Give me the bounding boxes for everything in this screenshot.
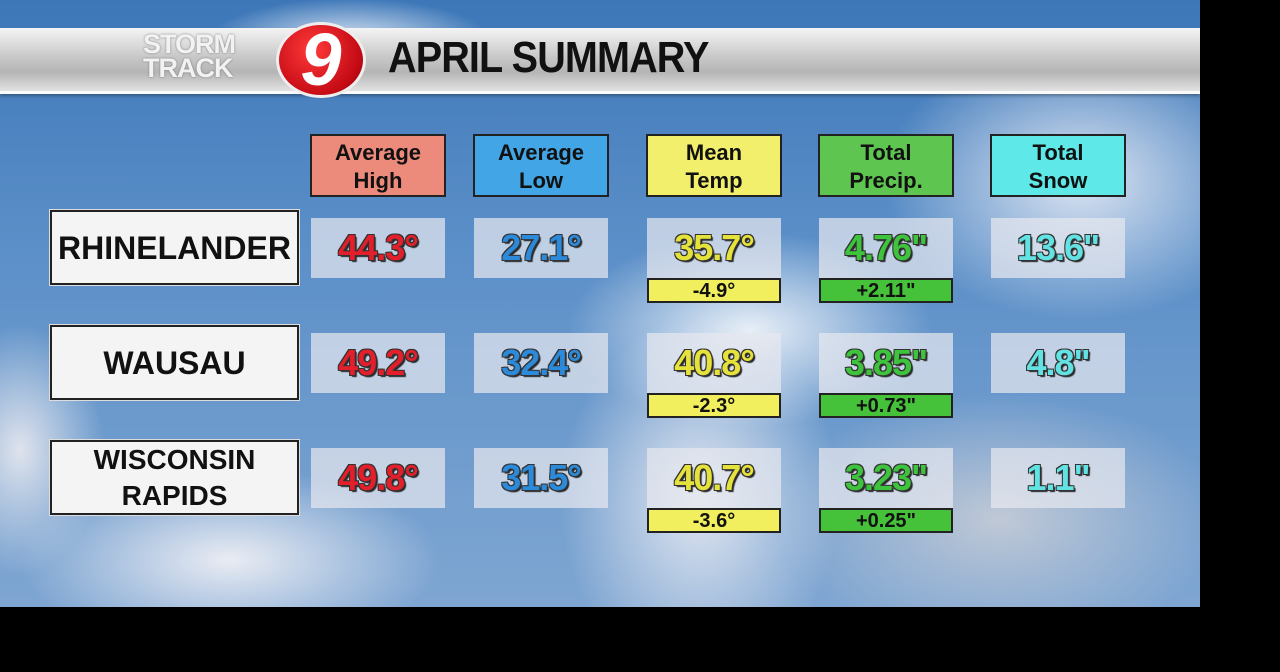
header-line2: Temp bbox=[685, 168, 743, 193]
header-line1: Mean bbox=[685, 140, 743, 165]
city-label: RHINELANDER bbox=[50, 210, 299, 285]
header-line2: Precip. bbox=[849, 168, 923, 193]
column-header-average-low: Average Low bbox=[473, 134, 609, 197]
logo-line1: STORM bbox=[143, 29, 236, 59]
header-line1: Total bbox=[860, 140, 912, 165]
average-high-value: 49.8° bbox=[311, 448, 445, 508]
header-line1: Average bbox=[334, 140, 421, 165]
mean-temp-value: 40.8° bbox=[647, 333, 781, 393]
page-title: APRIL SUMMARY bbox=[388, 33, 709, 82]
mean-temp-departure: -2.3° bbox=[647, 393, 781, 418]
mean-temp-value: 35.7° bbox=[647, 218, 781, 278]
total-snow-value: 1.1" bbox=[991, 448, 1125, 508]
header-line2: High bbox=[353, 168, 403, 193]
city-label: WAUSAU bbox=[50, 325, 299, 400]
average-low-value: 31.5° bbox=[474, 448, 608, 508]
column-header-total-snow: Total Snow bbox=[990, 134, 1126, 197]
total-precip-departure: +0.73" bbox=[819, 393, 953, 418]
city-label: WISCONSIN RAPIDS bbox=[50, 440, 299, 515]
total-snow-value: 13.6" bbox=[991, 218, 1125, 278]
column-header-mean-temp: Mean Temp bbox=[646, 134, 782, 197]
channel-9-logo: 9 bbox=[276, 22, 366, 98]
logo-line2: TRACK bbox=[143, 53, 234, 83]
mean-temp-departure: -4.9° bbox=[647, 278, 781, 303]
average-low-value: 32.4° bbox=[474, 333, 608, 393]
header-line2: Snow bbox=[1028, 168, 1088, 193]
total-precip-departure: +2.11" bbox=[819, 278, 953, 303]
total-precip-value: 4.76" bbox=[819, 218, 953, 278]
average-low-value: 27.1° bbox=[474, 218, 608, 278]
header-line2: Low bbox=[519, 168, 563, 193]
average-high-value: 49.2° bbox=[311, 333, 445, 393]
total-snow-value: 4.8" bbox=[991, 333, 1125, 393]
header-line1: Average bbox=[497, 140, 584, 165]
station-logo-text: STORM TRACK bbox=[143, 29, 275, 83]
total-precip-value: 3.23" bbox=[819, 448, 953, 508]
total-precip-departure: +0.25" bbox=[819, 508, 953, 533]
title-bar bbox=[0, 28, 1200, 94]
mean-temp-value: 40.7° bbox=[647, 448, 781, 508]
average-high-value: 44.3° bbox=[311, 218, 445, 278]
total-precip-value: 3.85" bbox=[819, 333, 953, 393]
mean-temp-departure: -3.6° bbox=[647, 508, 781, 533]
column-header-average-high: Average High bbox=[310, 134, 446, 197]
header-line1: Total bbox=[1032, 140, 1084, 165]
column-header-total-precip: Total Precip. bbox=[818, 134, 954, 197]
sky-background: STORM TRACK 9 APRIL SUMMARY Average High Av… bbox=[0, 0, 1200, 607]
